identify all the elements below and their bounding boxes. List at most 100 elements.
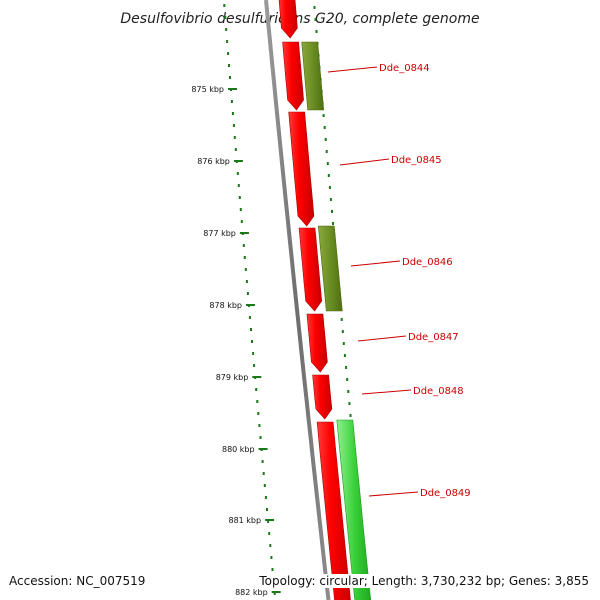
gene-name: Dde_0849 bbox=[420, 488, 471, 499]
track-guide-dot bbox=[345, 366, 348, 369]
ruler-dot bbox=[259, 436, 262, 439]
tick-881-kbp: 881 kbp bbox=[228, 516, 275, 525]
gene-name: Dde_0844 bbox=[379, 63, 430, 74]
cds-arrow-upstream bbox=[278, 0, 298, 39]
tick-label: 879 kbp bbox=[216, 373, 249, 382]
ruler-dot bbox=[225, 28, 228, 31]
ruler-dot bbox=[238, 196, 241, 199]
ruler-dot bbox=[263, 484, 266, 487]
leader-line bbox=[339, 158, 390, 166]
tick-878-kbp: 878 kbp bbox=[209, 301, 255, 310]
ruler-dot bbox=[251, 340, 253, 343]
track-guide-dot bbox=[346, 378, 349, 381]
cds-arrow-dde-0847 bbox=[306, 313, 328, 373]
ruler-dot bbox=[248, 316, 251, 319]
ruler-dot bbox=[253, 364, 256, 367]
track-guide-dot bbox=[313, 6, 316, 9]
cds-arrow-dde-0849 bbox=[316, 421, 351, 600]
feature-block-dde-0849 bbox=[336, 419, 372, 600]
accession-text: Accession: NC_007519 bbox=[8, 574, 147, 588]
track-guide-dot bbox=[347, 390, 350, 393]
gene-label-dde-0849: Dde_0849 bbox=[368, 488, 471, 499]
gene-name: Dde_0847 bbox=[408, 332, 459, 343]
ruler-dot bbox=[267, 520, 270, 523]
genome-stats-text: Topology: circular; Length: 3,730,232 bp… bbox=[258, 574, 590, 588]
tick-mark bbox=[228, 88, 237, 90]
cds-arrow-dde-0844 bbox=[282, 41, 304, 111]
tick-875-kbp: 875 kbp bbox=[191, 85, 237, 94]
tick-879-kbp: 879 kbp bbox=[216, 373, 262, 382]
ruler-dot bbox=[255, 388, 258, 391]
feature-block-dde-0844 bbox=[301, 41, 325, 111]
tick-label: 878 kbp bbox=[209, 301, 242, 310]
tick-label: 880 kbp bbox=[222, 445, 255, 454]
ruler-dot bbox=[231, 112, 234, 115]
track-guide-dot bbox=[341, 330, 344, 333]
tick-label: 881 kbp bbox=[228, 516, 261, 525]
backbone-line bbox=[264, 0, 331, 600]
ruler-dot bbox=[252, 352, 255, 355]
tick-mark bbox=[265, 519, 275, 521]
ruler-dot bbox=[226, 40, 229, 43]
track-guide-dot bbox=[348, 402, 351, 405]
leader-line bbox=[357, 335, 407, 342]
track-guide-dot bbox=[315, 30, 318, 33]
ruler-dot bbox=[264, 496, 267, 499]
ruler-dot bbox=[234, 148, 237, 151]
tick-880-kbp: 880 kbp bbox=[222, 445, 268, 454]
track-guide-dot bbox=[340, 318, 343, 321]
tick-mark bbox=[271, 591, 281, 593]
ruler-dot bbox=[229, 76, 231, 79]
cds-arrow-dde-0845 bbox=[288, 111, 315, 227]
tick-label: 877 kbp bbox=[203, 229, 236, 238]
track-guide-dot bbox=[322, 114, 325, 117]
track-guide-dot bbox=[329, 198, 332, 201]
gene-label-dde-0845: Dde_0845 bbox=[339, 155, 442, 166]
ruler-dot bbox=[271, 568, 274, 571]
tick-876-kbp: 876 kbp bbox=[197, 157, 243, 166]
ruler-dot bbox=[227, 52, 230, 55]
ruler-dot bbox=[232, 124, 235, 127]
tick-mark bbox=[239, 232, 249, 234]
ruler-dot bbox=[239, 208, 242, 211]
track-guide-dot bbox=[331, 210, 333, 213]
track-guide-dot bbox=[326, 162, 329, 165]
gene-name: Dde_0846 bbox=[402, 257, 453, 268]
ruler-dot bbox=[245, 280, 248, 283]
ruler-dot bbox=[262, 472, 265, 475]
ruler-dot bbox=[257, 412, 260, 415]
gene-name: Dde_0845 bbox=[391, 155, 442, 166]
position-ticks: 875 kbp 876 kbp 877 kbp 878 kbp 879 kbp 880 k… bbox=[191, 85, 281, 597]
tick-877-kbp: 877 kbp bbox=[203, 229, 249, 238]
track-guide-dot bbox=[349, 414, 352, 417]
map-title: Desulfovibrio desulfuricans G20, complet… bbox=[120, 11, 479, 27]
ruler-dot bbox=[240, 220, 243, 223]
ruler-dot bbox=[228, 64, 230, 67]
tick-label: 875 kbp bbox=[191, 85, 224, 94]
ruler-dot bbox=[230, 100, 233, 103]
gene-label-dde-0847: Dde_0847 bbox=[357, 332, 459, 343]
leader-line bbox=[327, 66, 378, 73]
ruler-dot bbox=[242, 244, 245, 247]
tick-label: 876 kbp bbox=[197, 157, 230, 166]
ruler-dot bbox=[270, 556, 273, 559]
ruler-dot bbox=[224, 16, 227, 19]
track-guide-dot bbox=[343, 354, 346, 357]
leader-line bbox=[350, 260, 401, 267]
track-guide-dot bbox=[332, 222, 334, 225]
gene-name: Dde_0848 bbox=[413, 386, 464, 397]
ruler-dot bbox=[244, 268, 247, 271]
track-guide-dot bbox=[342, 342, 345, 345]
tick-label: 882 kbp bbox=[235, 588, 268, 597]
tick-mark bbox=[246, 304, 255, 306]
ruler-dot bbox=[246, 292, 249, 295]
track-guide-dot bbox=[314, 18, 317, 21]
gene-label-dde-0846: Dde_0846 bbox=[350, 257, 453, 268]
ruler-dot bbox=[237, 184, 240, 187]
ruler-dot bbox=[258, 424, 261, 427]
track-guide-dot bbox=[327, 174, 330, 177]
tick-mark bbox=[233, 160, 243, 162]
genome-backbone bbox=[264, 0, 331, 600]
gene-label-dde-0844: Dde_0844 bbox=[327, 63, 430, 74]
